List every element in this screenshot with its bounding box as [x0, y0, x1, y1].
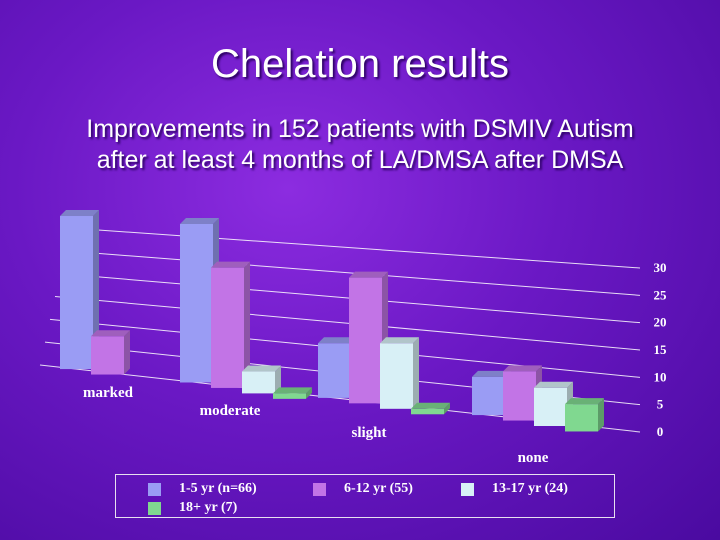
y-tick-label: 10: [654, 369, 667, 384]
bar-side: [598, 398, 604, 432]
legend-item-2: 6-12 yr (55): [313, 481, 413, 497]
bar: [534, 387, 567, 427]
bar: [411, 408, 444, 415]
subtitle-line-2: after at least 4 months of LA/DMSA after…: [96, 146, 624, 174]
legend-label: 13-17 yr (24): [492, 481, 568, 496]
bar: [91, 336, 124, 375]
y-tick-label: 30: [654, 260, 667, 275]
bar-top: [273, 387, 312, 394]
bar-top: [91, 330, 130, 337]
bar-top: [349, 271, 388, 278]
bar: [503, 371, 536, 421]
gridline: [54, 296, 641, 351]
bar-top: [242, 365, 281, 372]
bar-top: [411, 402, 450, 409]
x-tick-label: marked: [83, 385, 134, 401]
legend-item-1: 1-5 yr (n=66): [148, 481, 257, 497]
bar-top: [380, 337, 419, 344]
bar: [211, 267, 244, 388]
y-tick-label: 25: [654, 287, 668, 302]
bar: [349, 277, 382, 404]
legend-swatch: [461, 482, 474, 496]
subtitle-line-1: Improvements in 152 patients with DSMIV …: [86, 115, 634, 143]
legend-label: 18+ yr (7): [179, 500, 238, 515]
bar-side: [124, 330, 130, 375]
y-tick-label: 20: [654, 315, 667, 330]
slide-title: Chelation results: [211, 42, 509, 86]
bar-side: [413, 337, 419, 409]
bar: [60, 216, 93, 370]
x-tick-label: slight: [351, 425, 386, 441]
bar-top: [318, 337, 357, 344]
bar: [565, 404, 598, 432]
legend-swatch: [313, 482, 326, 496]
x-tick-label: moderate: [200, 403, 261, 419]
legend-swatch: [148, 482, 161, 496]
bar: [318, 343, 351, 398]
bar: [380, 343, 413, 409]
x-tick-label: none: [518, 450, 549, 466]
bar-top: [565, 398, 604, 405]
y-tick-label: 15: [654, 342, 668, 357]
gridline: [69, 227, 641, 269]
bar: [180, 223, 213, 383]
bar-side: [444, 402, 450, 415]
bar-top: [503, 365, 542, 372]
legend-label: 6-12 yr (55): [344, 481, 413, 496]
bar-side: [275, 365, 281, 394]
bar-top: [60, 210, 99, 217]
bar-top: [211, 261, 250, 268]
y-tick-label: 5: [657, 397, 664, 412]
bar: [242, 371, 275, 394]
slide-subtitle: Improvements in 152 patients with DSMIV …: [20, 114, 700, 176]
y-tick-label: 0: [657, 424, 664, 439]
legend-swatch: [148, 501, 161, 515]
legend-label: 1-5 yr (n=66): [179, 481, 257, 496]
bar-top: [180, 217, 219, 224]
bar-top: [472, 370, 511, 377]
legend-item-3: 13-17 yr (24): [461, 481, 568, 497]
legend-item-4: 18+ yr (7): [148, 500, 237, 516]
bar: [273, 393, 306, 399]
bar: [472, 376, 505, 416]
chart-legend: 1-5 yr (n=66) 6-12 yr (55) 13-17 yr (24)…: [115, 474, 615, 518]
bar-top: [534, 381, 573, 388]
gridline: [64, 250, 641, 296]
bar-side: [306, 387, 312, 399]
bar-side: [93, 210, 99, 370]
bar-side: [244, 261, 250, 388]
